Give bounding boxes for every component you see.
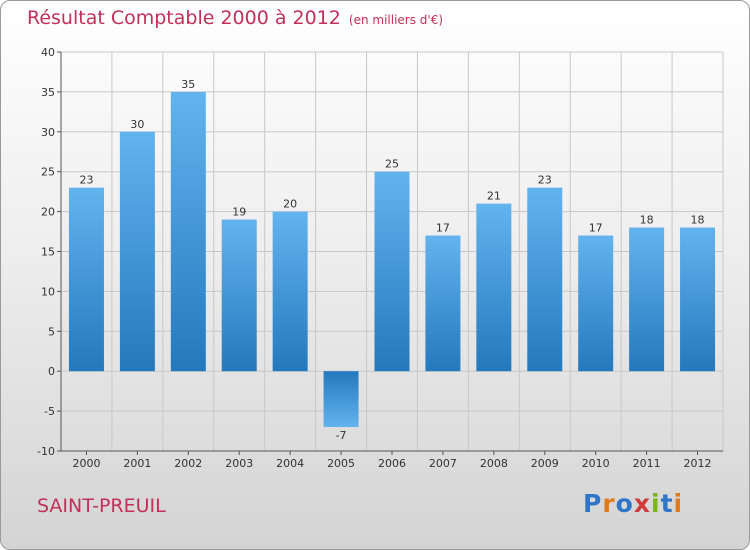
bar-value-label: 18 [640, 214, 654, 227]
x-tick-label: 2002 [174, 457, 202, 470]
x-tick-label: 2006 [378, 457, 406, 470]
bar [120, 132, 155, 371]
bar-value-label: 35 [181, 78, 195, 91]
bar [680, 228, 715, 372]
chart-frame: Résultat Comptable 2000 à 2012 (en millie… [0, 0, 750, 550]
bar [171, 92, 206, 371]
bar [375, 172, 410, 372]
bar-value-label: 23 [79, 174, 93, 187]
bar [425, 236, 460, 372]
bar [222, 220, 257, 372]
x-tick-label: 2012 [684, 457, 712, 470]
bar-value-label: -7 [336, 429, 347, 442]
y-tick-label: 30 [41, 126, 55, 139]
x-tick-label: 2000 [72, 457, 100, 470]
x-tick-label: 2009 [531, 457, 559, 470]
commune-name: SAINT-PREUIL [37, 495, 166, 517]
y-tick-label: 15 [41, 246, 55, 259]
bar [69, 188, 104, 372]
x-tick-label: 2003 [225, 457, 253, 470]
y-tick-label: 20 [41, 206, 55, 219]
bar-value-label: 17 [436, 222, 450, 235]
bar-value-label: 17 [589, 222, 603, 235]
brand-logo: Proxiti [583, 489, 683, 518]
brand-letter: i [674, 489, 684, 518]
bar [324, 371, 359, 427]
x-tick-label: 2007 [429, 457, 457, 470]
bar [476, 204, 511, 372]
bar-value-label: 23 [538, 174, 552, 187]
bar [629, 228, 664, 372]
brand-letter: i [651, 489, 661, 518]
x-tick-label: 2004 [276, 457, 304, 470]
x-tick-label: 2011 [633, 457, 661, 470]
x-tick-label: 2001 [123, 457, 151, 470]
y-tick-label: 35 [41, 86, 55, 99]
y-tick-label: 40 [41, 46, 55, 59]
bar-value-label: 19 [232, 206, 246, 219]
y-tick-label: 5 [48, 325, 55, 338]
bar [527, 188, 562, 372]
bar-value-label: 18 [691, 214, 705, 227]
bar-value-label: 25 [385, 158, 399, 171]
y-tick-label: -5 [44, 405, 55, 418]
brand-letter: r [602, 489, 615, 518]
bar-chart: -10 -5 0 5 10 15 20 25 30 35 40 23 2000 30 2001 35 2002 1… [1, 1, 750, 550]
bar [578, 236, 613, 372]
x-tick-label: 2005 [327, 457, 355, 470]
x-tick-label: 2008 [480, 457, 508, 470]
brand-letter: o [616, 489, 634, 518]
x-tick-label: 2010 [582, 457, 610, 470]
bar [273, 212, 308, 372]
y-tick-label: 0 [48, 365, 55, 378]
bar-value-label: 30 [130, 118, 144, 131]
y-tick-label: -10 [37, 445, 55, 458]
brand-letter: t [661, 489, 674, 518]
bar-value-label: 21 [487, 190, 501, 203]
y-tick-label: 25 [41, 166, 55, 179]
brand-letter: P [583, 489, 602, 518]
bar-value-label: 20 [283, 198, 297, 211]
y-tick-label: 10 [41, 285, 55, 298]
brand-letter: x [634, 489, 651, 518]
